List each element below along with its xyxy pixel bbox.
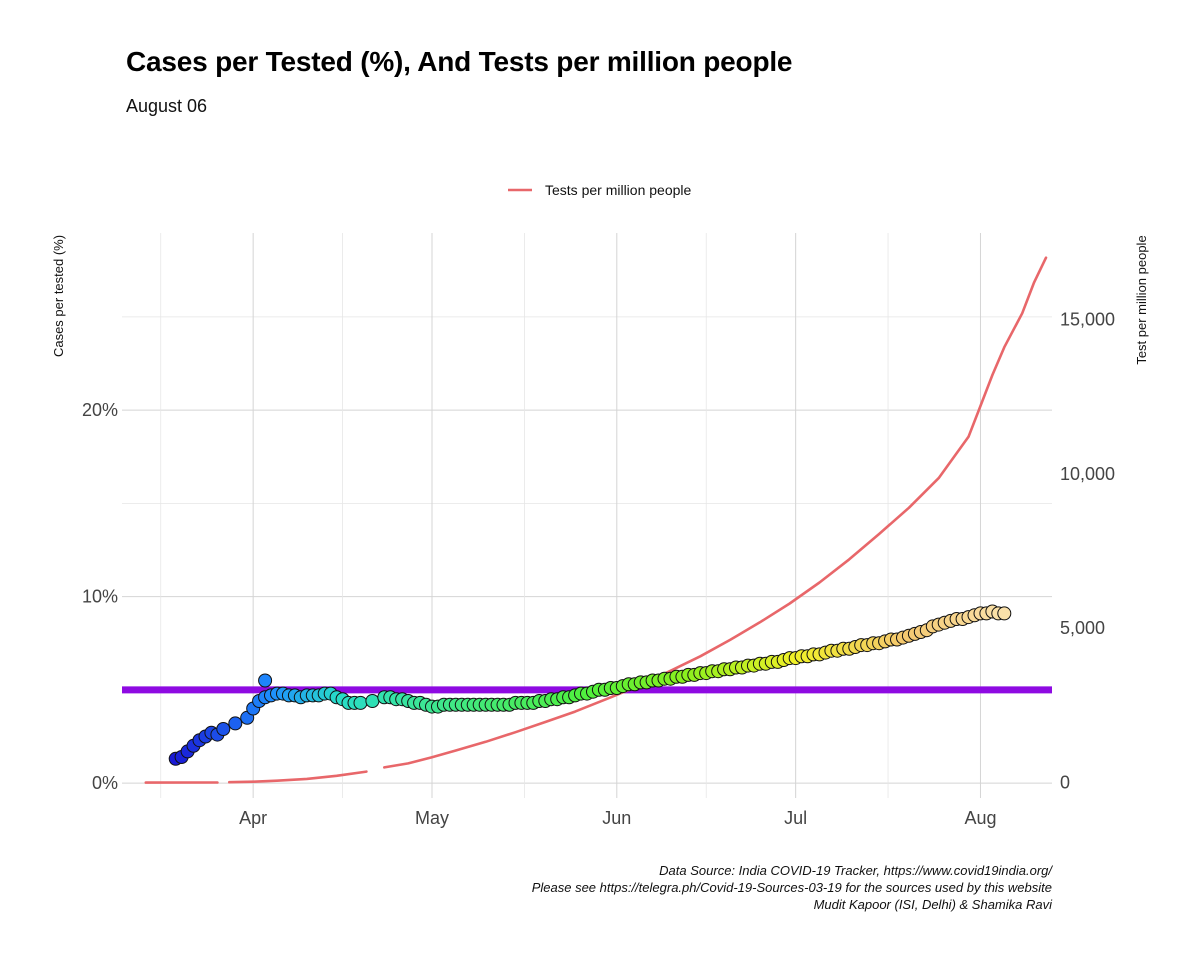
legend-label: Tests per million people	[545, 182, 692, 198]
cases-point	[997, 606, 1012, 621]
x-tick-label: Jun	[602, 808, 631, 828]
caption-line-authors: Mudit Kapoor (ISI, Delhi) & Shamika Ravi	[813, 897, 1052, 912]
grid-lines	[122, 233, 1052, 798]
tests-line-segment	[228, 770, 368, 784]
x-tick-label: Jul	[784, 808, 807, 828]
cases-point	[258, 673, 273, 688]
y-tick-label: 0%	[92, 773, 118, 793]
cases-points-group	[168, 604, 1012, 766]
chart-subtitle: August 06	[126, 96, 208, 116]
cases-point	[216, 722, 231, 736]
y2-tick-label: 5,000	[1060, 618, 1105, 638]
y2-tick-label: 0	[1060, 773, 1070, 793]
x-tick-label: Aug	[964, 808, 996, 828]
tests-line-segment	[383, 256, 1048, 769]
axis-labels: Apr May Jun Jul Aug 0% 10% 20% 0 5,000 10,000 15,00…	[51, 235, 1149, 828]
tests-line-group	[144, 256, 1048, 784]
cases-point	[353, 695, 368, 710]
caption-line-source: Data Source: India COVID-19 Tracker, htt…	[659, 863, 1052, 878]
y2-tick-label: 10,000	[1060, 464, 1115, 484]
y-axis-title: Cases per tested (%)	[51, 235, 66, 357]
caption-line-sources-link: Please see https://telegra.ph/Covid-19-S…	[531, 880, 1052, 895]
chart-title: Cases per Tested (%), And Tests per mill…	[126, 46, 793, 77]
y2-tick-label: 15,000	[1060, 309, 1115, 329]
cases-point	[228, 716, 243, 731]
y-tick-label: 10%	[82, 587, 118, 607]
y-tick-label: 20%	[82, 400, 118, 420]
caption: Data Source: India COVID-19 Tracker, htt…	[532, 862, 1052, 913]
cases-point	[365, 694, 380, 708]
x-tick-label: Apr	[239, 808, 267, 828]
legend: Tests per million people	[508, 182, 692, 198]
y2-axis-title: Test per million people	[1134, 235, 1149, 364]
x-tick-label: May	[415, 808, 449, 828]
